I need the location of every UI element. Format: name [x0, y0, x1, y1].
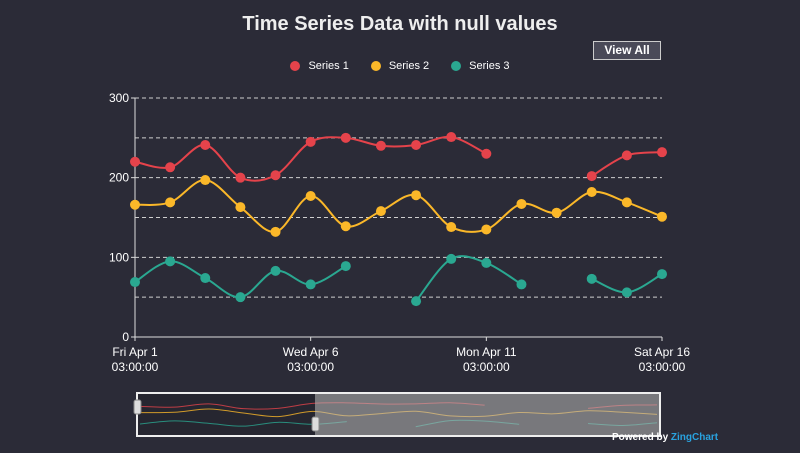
data-point — [130, 199, 140, 210]
data-point — [446, 222, 457, 233]
data-point — [586, 187, 597, 198]
data-point — [446, 253, 457, 264]
series-line — [134, 260, 347, 299]
y-tick-label: 300 — [109, 91, 129, 105]
data-point — [270, 226, 281, 237]
data-point — [375, 206, 386, 217]
legend: Series 1 Series 2 Series 3 — [0, 60, 800, 72]
data-point — [481, 224, 492, 235]
data-point — [165, 162, 176, 173]
data-point — [305, 190, 316, 201]
data-point — [200, 175, 211, 186]
data-point — [200, 273, 211, 284]
legend-marker-icon — [290, 61, 301, 71]
data-point — [621, 287, 632, 298]
legend-label: Series 3 — [469, 60, 510, 72]
data-point — [165, 197, 176, 208]
data-point — [340, 221, 351, 232]
preview-mask[interactable] — [315, 394, 659, 435]
data-point — [621, 150, 632, 161]
data-point — [165, 256, 176, 267]
data-point — [621, 197, 632, 208]
data-point — [270, 265, 281, 276]
data-point — [481, 148, 492, 159]
data-point — [270, 170, 281, 181]
series-series-1 — [130, 132, 667, 183]
x-tick-date: Wed Apr 6 — [283, 345, 339, 359]
data-point — [340, 261, 351, 272]
data-point — [411, 296, 422, 307]
y-tick-label: 100 — [109, 250, 129, 264]
legend-label: Series 2 — [388, 60, 430, 72]
view-all-button[interactable]: View All — [593, 41, 661, 60]
powered-by-text: Powered by — [612, 432, 669, 443]
data-point — [200, 140, 211, 151]
data-point — [586, 171, 597, 182]
data-point — [130, 277, 140, 288]
series-line — [415, 255, 522, 302]
series-line — [134, 179, 663, 233]
chart-title: Time Series Data with null values — [242, 13, 558, 35]
series-series-2 — [130, 175, 667, 237]
data-point — [411, 190, 422, 201]
legend-marker-icon — [370, 61, 381, 71]
x-tick-time: 03:00:00 — [112, 360, 159, 374]
data-point — [481, 257, 492, 268]
data-point — [657, 269, 667, 280]
x-tick-date: Mon Apr 11 — [456, 345, 517, 359]
x-tick-time: 03:00:00 — [287, 360, 334, 374]
powered-by-credit[interactable]: Powered by ZingChart — [612, 432, 718, 443]
data-point — [657, 147, 667, 158]
data-point — [586, 273, 597, 284]
data-point — [235, 292, 246, 303]
legend-marker-icon — [451, 61, 462, 71]
data-point — [305, 136, 316, 147]
y-tick-label: 0 — [122, 330, 129, 344]
legend-item[interactable]: Series 1 — [290, 60, 349, 72]
legend-item[interactable]: Series 2 — [370, 60, 430, 72]
data-point — [516, 198, 527, 209]
data-point — [375, 140, 386, 151]
legend-label: Series 1 — [308, 60, 349, 72]
scrubber-handle[interactable] — [311, 416, 320, 432]
data-point — [446, 132, 457, 143]
brand-link[interactable]: ZingChart — [670, 432, 719, 443]
x-tick-date: Fri Apr 1 — [112, 345, 158, 359]
data-point — [235, 202, 246, 213]
x-tick-time: 03:00:00 — [463, 360, 510, 374]
data-point — [657, 211, 667, 222]
y-tick-label: 200 — [109, 171, 129, 185]
data-point — [235, 172, 246, 183]
data-point — [551, 207, 562, 218]
data-point — [130, 156, 140, 167]
data-point — [516, 279, 527, 290]
scrubber-handle[interactable] — [133, 399, 142, 415]
series-series-3 — [130, 253, 667, 307]
data-point — [411, 140, 422, 151]
data-point — [305, 279, 316, 290]
legend-item[interactable]: Series 3 — [451, 60, 510, 72]
x-tick-date: Sat Apr 16 — [634, 345, 690, 359]
data-point — [340, 132, 351, 143]
x-tick-time: 03:00:00 — [639, 360, 686, 374]
